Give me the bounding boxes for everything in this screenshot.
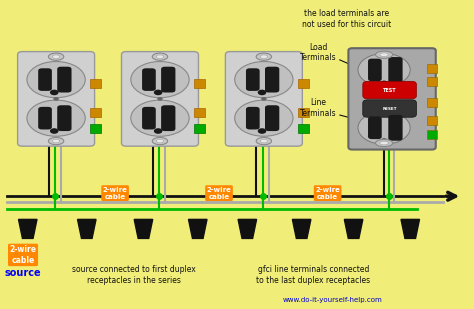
Polygon shape [344, 219, 363, 239]
FancyBboxPatch shape [388, 57, 402, 83]
Ellipse shape [27, 100, 85, 136]
Ellipse shape [261, 97, 267, 101]
Ellipse shape [53, 139, 60, 143]
Polygon shape [292, 219, 311, 239]
FancyBboxPatch shape [38, 68, 52, 91]
FancyBboxPatch shape [388, 115, 402, 141]
FancyBboxPatch shape [225, 52, 302, 146]
Ellipse shape [258, 128, 266, 134]
Ellipse shape [53, 55, 60, 58]
Bar [427, 64, 437, 73]
Text: source: source [5, 268, 41, 278]
Polygon shape [134, 219, 153, 239]
Text: 2-wire
cable: 2-wire cable [315, 187, 340, 200]
Bar [427, 77, 437, 86]
Ellipse shape [53, 97, 59, 101]
Text: source connected to first duplex
receptacles in the series: source connected to first duplex recepta… [72, 265, 196, 285]
FancyBboxPatch shape [368, 59, 382, 81]
Bar [298, 108, 309, 117]
FancyBboxPatch shape [57, 105, 72, 131]
Ellipse shape [260, 55, 267, 58]
FancyBboxPatch shape [246, 107, 260, 129]
Ellipse shape [152, 53, 168, 60]
Ellipse shape [156, 55, 164, 58]
FancyBboxPatch shape [265, 105, 279, 131]
FancyBboxPatch shape [57, 67, 72, 92]
FancyBboxPatch shape [368, 116, 382, 139]
FancyBboxPatch shape [363, 100, 417, 117]
Ellipse shape [380, 141, 388, 145]
FancyBboxPatch shape [161, 67, 175, 92]
Text: gfci line terminals connected
to the last duplex receptacles: gfci line terminals connected to the las… [256, 265, 371, 285]
Ellipse shape [48, 53, 64, 60]
Bar [427, 130, 437, 139]
Text: www.do-it-yourself-help.com: www.do-it-yourself-help.com [283, 297, 382, 303]
Bar [298, 124, 309, 133]
Text: TEST: TEST [383, 87, 396, 92]
Bar [194, 79, 205, 88]
Text: Load
Terminals: Load Terminals [300, 43, 337, 62]
Polygon shape [401, 219, 419, 239]
FancyBboxPatch shape [142, 107, 156, 129]
Bar [194, 124, 205, 133]
Ellipse shape [48, 138, 64, 145]
Bar [427, 116, 437, 125]
Ellipse shape [50, 90, 59, 95]
Text: 2-wire
cable: 2-wire cable [9, 245, 36, 265]
Ellipse shape [157, 97, 163, 101]
Ellipse shape [380, 53, 388, 57]
Polygon shape [78, 219, 96, 239]
Ellipse shape [380, 138, 388, 144]
Text: 2-wire
cable: 2-wire cable [207, 187, 231, 200]
Text: Line
Terminals: Line Terminals [300, 99, 337, 118]
Text: RESET: RESET [383, 107, 397, 111]
Polygon shape [238, 219, 256, 239]
Bar [298, 79, 309, 88]
Ellipse shape [154, 90, 163, 95]
FancyBboxPatch shape [363, 81, 417, 99]
Bar [90, 108, 101, 117]
Ellipse shape [154, 128, 163, 134]
Ellipse shape [260, 139, 267, 143]
FancyBboxPatch shape [246, 68, 260, 91]
FancyBboxPatch shape [161, 105, 175, 131]
FancyBboxPatch shape [142, 68, 156, 91]
Polygon shape [189, 219, 207, 239]
Ellipse shape [152, 138, 168, 145]
Ellipse shape [375, 51, 392, 58]
Text: the load terminals are
not used for this circuit: the load terminals are not used for this… [302, 9, 391, 29]
FancyBboxPatch shape [348, 48, 436, 150]
FancyBboxPatch shape [265, 67, 279, 92]
Ellipse shape [131, 61, 189, 98]
Ellipse shape [156, 139, 164, 143]
Bar [90, 124, 101, 133]
Ellipse shape [258, 90, 266, 95]
Ellipse shape [256, 138, 272, 145]
Ellipse shape [256, 53, 272, 60]
Ellipse shape [50, 128, 59, 134]
FancyBboxPatch shape [121, 52, 199, 146]
Bar [194, 108, 205, 117]
Ellipse shape [375, 139, 392, 147]
FancyBboxPatch shape [38, 107, 52, 129]
Ellipse shape [27, 61, 85, 98]
Ellipse shape [235, 61, 293, 98]
Ellipse shape [358, 111, 410, 144]
Ellipse shape [380, 81, 388, 86]
FancyBboxPatch shape [18, 52, 95, 146]
Bar [427, 98, 437, 107]
Text: 2-wire
cable: 2-wire cable [103, 187, 128, 200]
Bar [90, 79, 101, 88]
Ellipse shape [131, 100, 189, 136]
Ellipse shape [235, 100, 293, 136]
Ellipse shape [358, 53, 410, 87]
Polygon shape [18, 219, 37, 239]
